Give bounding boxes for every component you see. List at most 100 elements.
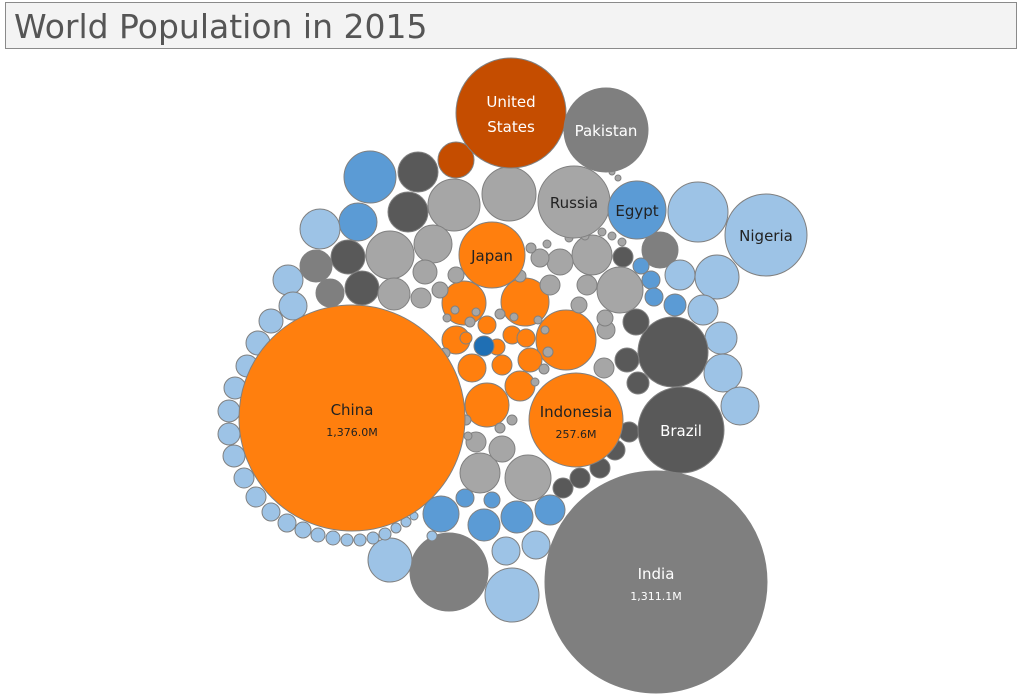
bubble <box>641 270 661 290</box>
bubble <box>344 270 380 306</box>
bubble <box>459 331 473 345</box>
bubble <box>233 467 255 489</box>
bubble <box>277 513 297 533</box>
bubble <box>299 249 333 283</box>
bubble <box>533 315 543 325</box>
bubble <box>614 174 622 182</box>
bubble <box>390 522 402 534</box>
bubble <box>617 237 627 247</box>
bubble <box>278 291 308 321</box>
bubble <box>437 141 475 179</box>
bubble <box>641 231 679 269</box>
bubble <box>644 287 664 307</box>
bubble <box>552 477 574 499</box>
bubble <box>450 305 460 315</box>
bubble <box>597 227 607 237</box>
bubble-value-india: 1,311.1M <box>630 590 681 603</box>
bubble <box>483 491 501 509</box>
bubble <box>517 347 543 373</box>
bubble <box>539 274 561 296</box>
bubble <box>258 308 284 334</box>
bubble <box>525 242 537 254</box>
bubble <box>530 377 540 387</box>
bubble <box>299 208 341 250</box>
bubble <box>387 191 429 233</box>
bubble <box>530 248 550 268</box>
bubble <box>477 315 497 335</box>
bubble <box>494 308 506 320</box>
bubble <box>272 264 304 296</box>
bubble-label-india: India <box>638 565 675 583</box>
bubble <box>516 328 536 348</box>
bubble <box>535 309 597 371</box>
bubble <box>596 309 614 327</box>
title-box: World Population in 2015 <box>5 2 1017 49</box>
bubble <box>261 502 281 522</box>
bubble <box>217 399 241 423</box>
bubble <box>377 277 411 311</box>
bubble <box>626 371 650 395</box>
bubble-china <box>238 304 466 532</box>
bubble <box>294 521 312 539</box>
bubble-value-china: 1,376.0M <box>326 426 377 439</box>
bubble <box>409 532 489 612</box>
bubble <box>447 266 465 284</box>
bubble <box>222 444 246 468</box>
bubble <box>410 287 432 309</box>
bubble <box>455 488 475 508</box>
bubble-nigeria <box>724 193 808 277</box>
bubble <box>412 259 438 285</box>
bubble-pakistan <box>563 87 649 173</box>
bubble <box>534 494 566 526</box>
bubble-brazil <box>637 386 725 474</box>
bubble <box>330 239 366 275</box>
bubble <box>481 166 537 222</box>
bubble <box>431 281 449 299</box>
bubble <box>622 308 650 336</box>
bubble-united-states <box>455 57 567 169</box>
bubble <box>310 527 326 543</box>
bubble <box>506 414 518 426</box>
bubble <box>632 257 650 275</box>
bubble <box>484 567 540 623</box>
bubble <box>612 246 634 268</box>
bubble <box>397 151 439 193</box>
bubble <box>366 531 380 545</box>
bubble <box>463 431 473 441</box>
bubble <box>570 296 588 314</box>
bubble-label-brazil: Brazil <box>660 422 702 440</box>
bubble-label-indonesia: Indonesia <box>540 403 613 421</box>
bubble-label-russia: Russia <box>550 194 598 212</box>
bubble <box>217 422 241 446</box>
bubble-value-indonesia: 257.6M <box>556 428 597 441</box>
bubble <box>325 530 341 546</box>
bubble <box>614 347 640 373</box>
bubble <box>694 254 740 300</box>
bubble <box>703 353 743 393</box>
bubble <box>704 321 738 355</box>
bubble <box>637 316 709 388</box>
bubble <box>367 537 413 583</box>
bubble <box>509 312 519 322</box>
bubble <box>464 382 510 428</box>
bubble <box>494 422 506 434</box>
bubble <box>687 294 719 326</box>
bubble <box>720 386 760 426</box>
bubble <box>464 316 476 328</box>
bubble-india <box>544 470 768 694</box>
bubble <box>365 230 415 280</box>
bubble <box>473 335 495 357</box>
bubble <box>664 259 696 291</box>
bubble <box>500 500 534 534</box>
bubble <box>427 178 481 232</box>
bubble <box>596 266 644 314</box>
bubble <box>504 370 536 402</box>
bubble <box>343 150 397 204</box>
bubble <box>663 293 687 317</box>
bubble-label-egypt: Egypt <box>615 202 658 220</box>
bubble <box>491 536 521 566</box>
bubble <box>540 325 550 335</box>
bubble <box>542 346 554 358</box>
bubble <box>422 495 460 533</box>
